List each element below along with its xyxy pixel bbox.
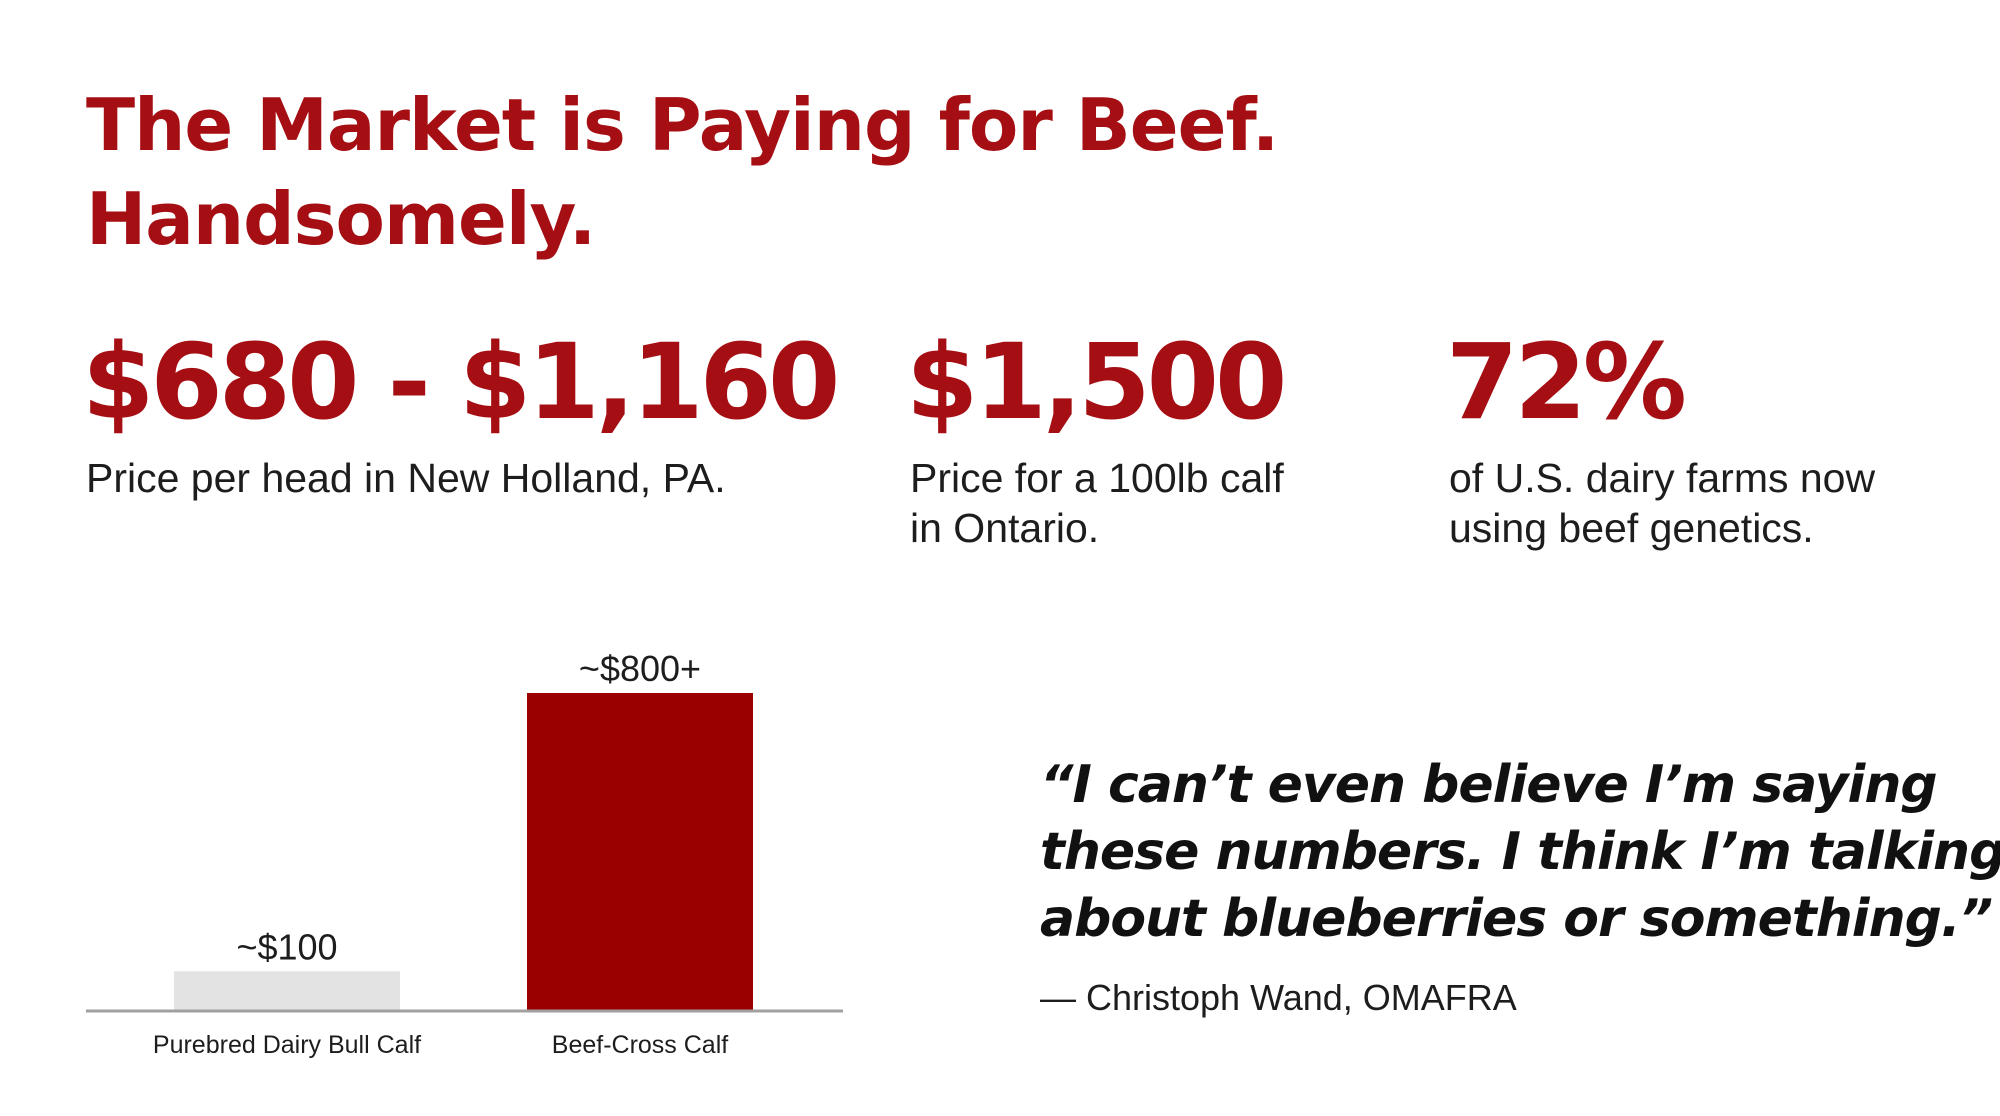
quote-text: “I can’t even believe I’m saying these n… [1040,752,2000,953]
quote-line: “I can’t even believe I’m saying [1040,755,1938,815]
quote-line: about blueberries or something.” [1040,889,1993,949]
stat-desc-line: Price for a 100lb calf [910,455,1284,501]
x-tick-label: Purebred Dairy Bull Calf [153,1031,421,1059]
stat-desc-price-range: Price per head in New Holland, PA. [86,453,726,503]
x-tick-label: Beef-Cross Calf [552,1031,728,1059]
bar-data-label: ~$100 [236,926,337,967]
quote-line: these numbers. I think I’m talking [1040,822,2000,882]
stat-desc-dairy-farm-percent: of U.S. dairy farms now using beef genet… [1449,453,1875,553]
stat-value-price-range: $680 - $1,160 [82,321,840,443]
bar-data-label: ~$800+ [579,648,701,689]
stat-value-dairy-farm-percent: 72% [1446,321,1687,443]
stat-desc-line: in Ontario. [910,505,1100,551]
headline-line-2: Handsomely. [86,177,596,261]
headline-line-1: The Market is Paying for Beef. [86,83,1279,167]
stat-desc-line: of U.S. dairy farms now [1449,455,1876,501]
stat-desc-ontario-price: Price for a 100lb calf in Ontario. [910,453,1284,553]
page-title: The Market is Paying for Beef. Handsomel… [86,78,1279,266]
quote-attribution: — Christoph Wand, OMAFRA [1040,977,1517,1018]
bar-1 [174,971,400,1011]
bar-2 [527,693,753,1011]
stat-desc-line: Price per head in New Holland, PA. [86,455,726,501]
stat-value-ontario-price: $1,500 [906,321,1287,443]
stat-desc-line: using beef genetics. [1449,505,1814,551]
